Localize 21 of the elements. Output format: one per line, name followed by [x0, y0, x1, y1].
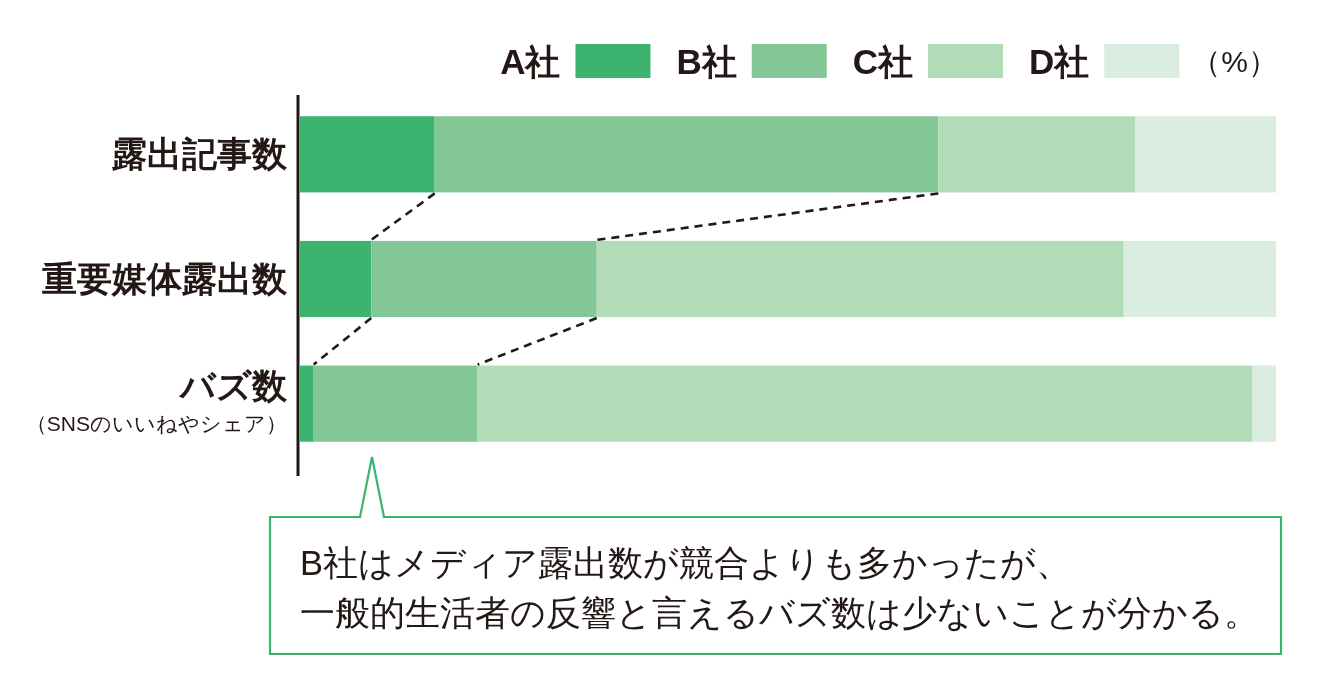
bar: [434, 116, 939, 193]
bar: [1252, 365, 1276, 442]
bar: [300, 240, 372, 318]
text: B社はメディア露出数が競合よりも多かったが、一般的生活者の反響と言えるバズ数は少ないことが分かる。: [300, 544, 1259, 632]
legend-label: B社: [676, 41, 737, 81]
legend-label: D社: [1029, 41, 1090, 81]
y-tick-label: 重要媒体露出数: [42, 260, 288, 298]
legend-label: A社: [500, 41, 561, 81]
bar: [313, 365, 478, 442]
legend-title: （%）: [1191, 44, 1278, 78]
y-tick-label: バズ数（SNSのいいねやシェア）: [25, 366, 288, 436]
bar: [1135, 116, 1276, 193]
bar: [938, 116, 1136, 193]
bar: [596, 240, 1124, 318]
legend-label: C社: [852, 41, 914, 81]
y-tick-label: 露出記事数: [111, 135, 288, 174]
bar: [477, 365, 1253, 442]
bar: [371, 240, 597, 318]
bar: [300, 116, 435, 193]
bar: [300, 365, 314, 442]
bar: [1123, 240, 1276, 318]
